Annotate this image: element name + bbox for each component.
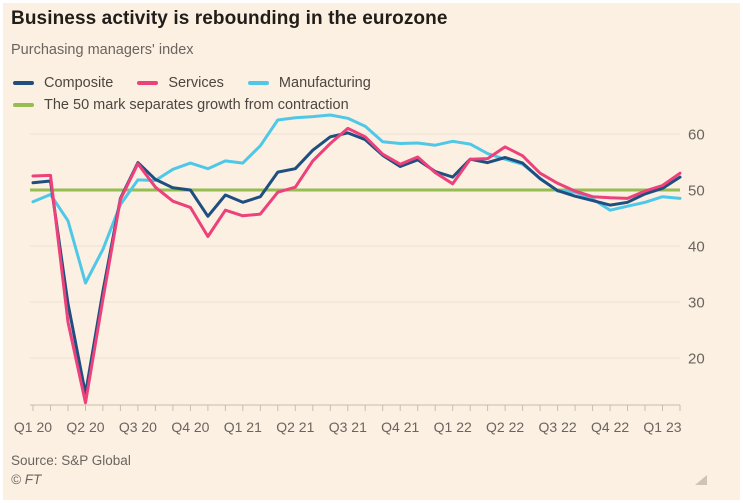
x-axis-label: Q1 23: [643, 419, 681, 435]
y-axis-label: 30: [688, 295, 705, 312]
chart-card: Business activity is rebounding in the e…: [3, 3, 740, 500]
ft-copyright: © FT: [11, 472, 42, 487]
resize-handle-icon[interactable]: [695, 475, 707, 485]
legend-item-services: Services: [137, 75, 224, 91]
legend-item-composite: Composite: [13, 75, 113, 91]
x-axis-label: Q4 22: [591, 419, 629, 435]
y-axis-label: 40: [688, 239, 705, 256]
x-axis-label: Q1 20: [14, 419, 52, 435]
chart-subtitle: Purchasing managers' index: [11, 42, 194, 58]
services-swatch-icon: [137, 80, 159, 86]
series-line-manufacturing: [31, 113, 682, 285]
y-axis-label: 60: [688, 127, 705, 144]
legend-label-threshold: The 50 mark separates growth from contra…: [44, 97, 349, 113]
pmi-chart: 20 30 40 50 60 Q1 20 Q2 20 Q3 20 Q4 20 Q1 21 Q2 21…: [14, 113, 705, 435]
x-axis-label: Q2 21: [276, 419, 314, 435]
threshold-swatch-icon: [13, 102, 34, 108]
x-axis-label: Q4 21: [381, 419, 419, 435]
composite-swatch-icon: [13, 80, 34, 86]
x-axis-label: Q3 22: [539, 419, 577, 435]
series-line-composite: [31, 131, 682, 396]
manufacturing-swatch-icon: [247, 80, 269, 86]
x-axis-label: Q3 21: [329, 419, 367, 435]
x-axis-label: Q1 22: [434, 419, 472, 435]
legend-label-composite: Composite: [44, 75, 114, 91]
page-title: Business activity is rebounding in the e…: [11, 8, 448, 29]
legend-label-services: Services: [168, 75, 224, 91]
source-note: Source: S&P Global: [11, 453, 131, 468]
x-axis-label: Q4 20: [171, 419, 209, 435]
y-axis-label: 50: [688, 183, 705, 200]
y-axis-label: 20: [688, 351, 705, 368]
legend-row-threshold: The 50 mark separates growth from contra…: [13, 94, 371, 116]
chart-legend: Composite Services Manufacturing The 50 …: [13, 72, 371, 116]
legend-item-manufacturing: Manufacturing: [247, 75, 371, 91]
x-axis-label: Q2 20: [66, 419, 104, 435]
legend-row-series: Composite Services Manufacturing: [13, 72, 371, 94]
series-line-services: [31, 126, 682, 405]
x-axis-label: Q2 22: [486, 419, 524, 435]
x-axis-label: Q3 20: [119, 419, 157, 435]
x-axis-label: Q1 21: [224, 419, 262, 435]
legend-item-threshold: The 50 mark separates growth from contra…: [13, 97, 349, 113]
legend-label-manufacturing: Manufacturing: [278, 75, 371, 91]
